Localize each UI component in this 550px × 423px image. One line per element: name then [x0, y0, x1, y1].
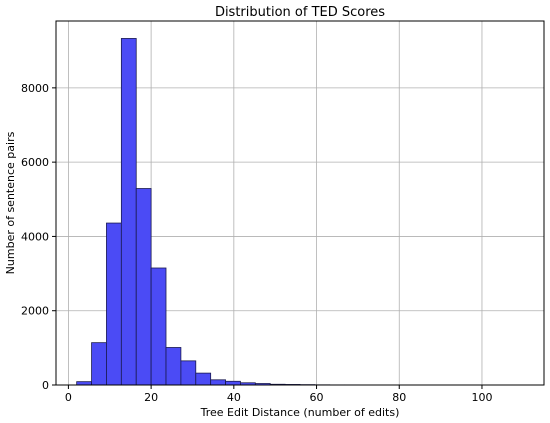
y-tick-label: 4000 [21, 230, 49, 243]
y-axis-label: Number of sentence pairs [4, 131, 17, 274]
x-tick-label: 60 [310, 391, 324, 404]
y-tick-label: 0 [42, 379, 49, 392]
y-tick-label: 6000 [21, 156, 49, 169]
plot-frame [55, 20, 545, 386]
histogram-bar [165, 347, 182, 386]
histogram-bar [120, 38, 137, 386]
histogram-bar [76, 381, 92, 386]
histogram-bar [106, 222, 122, 386]
histogram-bar [195, 372, 212, 386]
histogram-bar [180, 360, 197, 386]
histogram-bar [135, 188, 152, 386]
y-tick-label: 8000 [21, 82, 49, 95]
y-axis-ticks: 0 2000 4000 6000 8000 [21, 82, 56, 392]
histogram-bar [150, 267, 167, 386]
x-tick-label: 100 [471, 391, 492, 404]
x-tick-label: 40 [227, 391, 241, 404]
x-axis-label: Tree Edit Distance (number of edits) [200, 406, 400, 419]
y-tick-label: 2000 [21, 305, 49, 318]
x-axis-ticks: 0 20 40 60 80 100 [65, 385, 492, 404]
x-tick-label: 0 [65, 391, 72, 404]
x-tick-label: 80 [392, 391, 406, 404]
x-tick-label: 20 [144, 391, 158, 404]
histogram-bar [210, 379, 226, 386]
chart-title: Distribution of TED Scores [215, 5, 385, 20]
histogram-bar [91, 342, 107, 386]
histogram-bar [225, 380, 241, 386]
histogram-bars [76, 38, 524, 386]
